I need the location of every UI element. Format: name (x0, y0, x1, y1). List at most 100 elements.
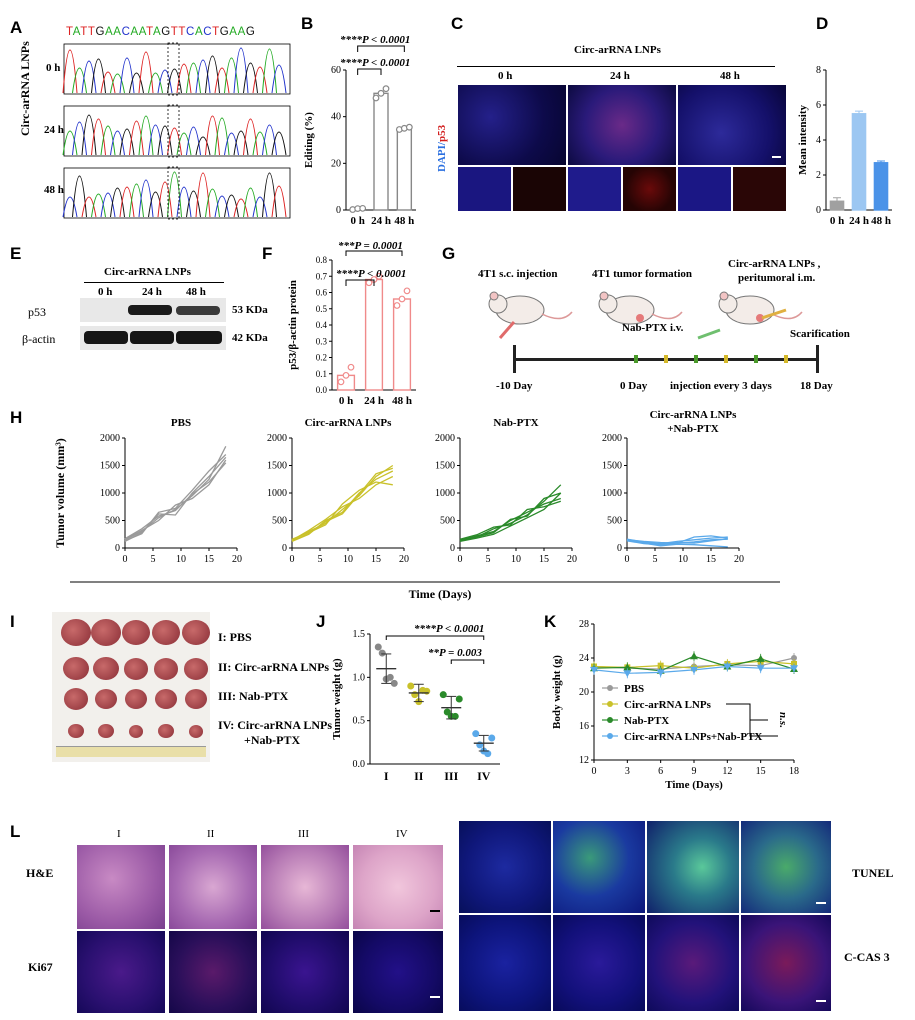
base-15: C (186, 26, 195, 38)
panel-e-row-p53: p53 (28, 305, 46, 319)
tumor-1-3 (154, 658, 178, 680)
g-scarification: Scarification (790, 328, 850, 340)
bar-24h (364, 278, 384, 391)
y-tick-label: 0.2 (316, 353, 327, 363)
h-x-tick-label: 0 (290, 554, 295, 565)
legend-i-4: IV: Circ-arRNA LNPs (218, 718, 332, 732)
peak-2-1 (72, 175, 87, 218)
tumor-3-2 (129, 725, 143, 738)
l-col-ii: II (207, 828, 215, 840)
h-series-1-4 (291, 467, 394, 542)
h-x-tick-label: 15 (371, 554, 381, 565)
bar-24h (373, 92, 389, 211)
peak-1-10 (157, 125, 173, 156)
h-y-tick-label: 1000 (267, 488, 287, 499)
peak-0-15 (205, 55, 220, 94)
y-tick-label: 0.8 (316, 255, 328, 265)
data-point (375, 272, 383, 280)
h-title-0: PBS (171, 417, 191, 429)
annotation-b2: ****P < 0.0001 (340, 57, 410, 69)
k-marker (790, 665, 798, 673)
peak-2-18 (233, 198, 249, 218)
micro-c-24h-p53 (622, 166, 677, 212)
k-legend-1: Circ-arRNA LNPs (624, 699, 712, 711)
h-title-1: Circ-arRNA LNPs (305, 417, 393, 429)
tumor-1-0 (63, 657, 89, 681)
h-x-tick-label: 20 (399, 554, 409, 565)
y-tick-label: 8 (816, 65, 821, 76)
peak-0-7 (129, 72, 144, 94)
peak-2-21 (262, 172, 277, 218)
edit-site-box-1 (167, 104, 180, 158)
j-point (386, 673, 394, 681)
micro-c-0h-p53 (512, 166, 567, 212)
j-y-tick-label: 0.0 (353, 759, 366, 770)
h-y-tick-label: 0 (617, 543, 622, 554)
h-x-tick-label: 15 (204, 554, 214, 565)
k-marker (756, 665, 765, 673)
x-tick-label: 24 h (364, 395, 384, 407)
h-y-tick-label: 0 (282, 543, 287, 554)
j-x-tick-label: IV (477, 769, 491, 783)
annotation-b1: ****P < 0.0001 (340, 34, 410, 46)
l-col-iii: III (298, 828, 309, 840)
y-tick-label: 4 (816, 135, 821, 146)
chart-f-protein: 0.0 0.1 0.2 0.3 0.4 0.5 0.6 0.7 0.8 0 h 24 h 48 h p5… (287, 240, 416, 407)
y-axis-label: Editing (%) (303, 112, 315, 168)
peak-0-9 (148, 72, 163, 94)
j-y-tick-label: 1.0 (353, 672, 366, 683)
x-tick-label: 0 h (350, 215, 364, 227)
tick-day12 (754, 355, 758, 363)
legend-i-2: II: Circ-arRNA LNPs (218, 660, 330, 674)
h-y-tick-label: 500 (440, 516, 455, 527)
micro-c-24h (567, 84, 677, 166)
micro-c-0h (457, 84, 567, 166)
base-20: A (229, 26, 238, 38)
data-point (393, 302, 401, 309)
tumor-3-3 (158, 724, 174, 739)
l-col-iv: IV (396, 828, 408, 840)
peak-0-18 (233, 47, 249, 94)
tick-day0 (634, 355, 638, 363)
tunel-ii (552, 820, 646, 914)
peak-0-1 (72, 67, 87, 94)
peak-1-15 (205, 115, 220, 156)
h-y-tick-label: 500 (272, 516, 287, 527)
bar-24h (851, 113, 867, 211)
panel-a-row-24h: 24 h (44, 124, 64, 136)
peak-1-5 (110, 130, 125, 156)
data-point (382, 85, 390, 93)
j-point (455, 695, 463, 703)
panel-c-col-0h: 0 h (498, 70, 513, 82)
bracket-f2 (345, 279, 375, 286)
blot-actin (80, 326, 226, 350)
peak-1-3 (91, 118, 106, 156)
tumor-2-1 (95, 689, 117, 709)
y-tick-label: 0.6 (316, 288, 328, 298)
j-point (488, 734, 496, 742)
dna-sequence: TATTGAACAATAGTTCACTGAAG (66, 26, 255, 38)
size-42: 42 KDa (232, 332, 268, 344)
base-14: T (178, 26, 187, 38)
base-21: A (237, 26, 246, 38)
h-x-tick-label: 15 (706, 554, 716, 565)
panel-label-d: D (816, 14, 829, 33)
base-11: A (152, 26, 162, 38)
tunel-iii (646, 820, 740, 914)
y-tick-label: 0.0 (316, 385, 328, 395)
base-8: A (130, 26, 139, 38)
k-marker (791, 655, 797, 661)
h-x-tick-label: 5 (151, 554, 156, 565)
h-y-tick-label: 500 (607, 516, 622, 527)
h-x-tick-label: 10 (678, 554, 688, 565)
p53-label: p53 (436, 124, 448, 143)
base-22: G (245, 26, 256, 38)
ruler (56, 746, 206, 757)
h-y-tick-label: 2000 (602, 433, 622, 444)
panel-a-row-48h: 48 h (44, 184, 64, 196)
peak-2-19 (243, 187, 258, 218)
j-point (484, 750, 492, 758)
panel-e-rule (84, 282, 224, 283)
panel-label-g: G (442, 244, 456, 263)
y-tick-label: 2 (816, 170, 821, 181)
